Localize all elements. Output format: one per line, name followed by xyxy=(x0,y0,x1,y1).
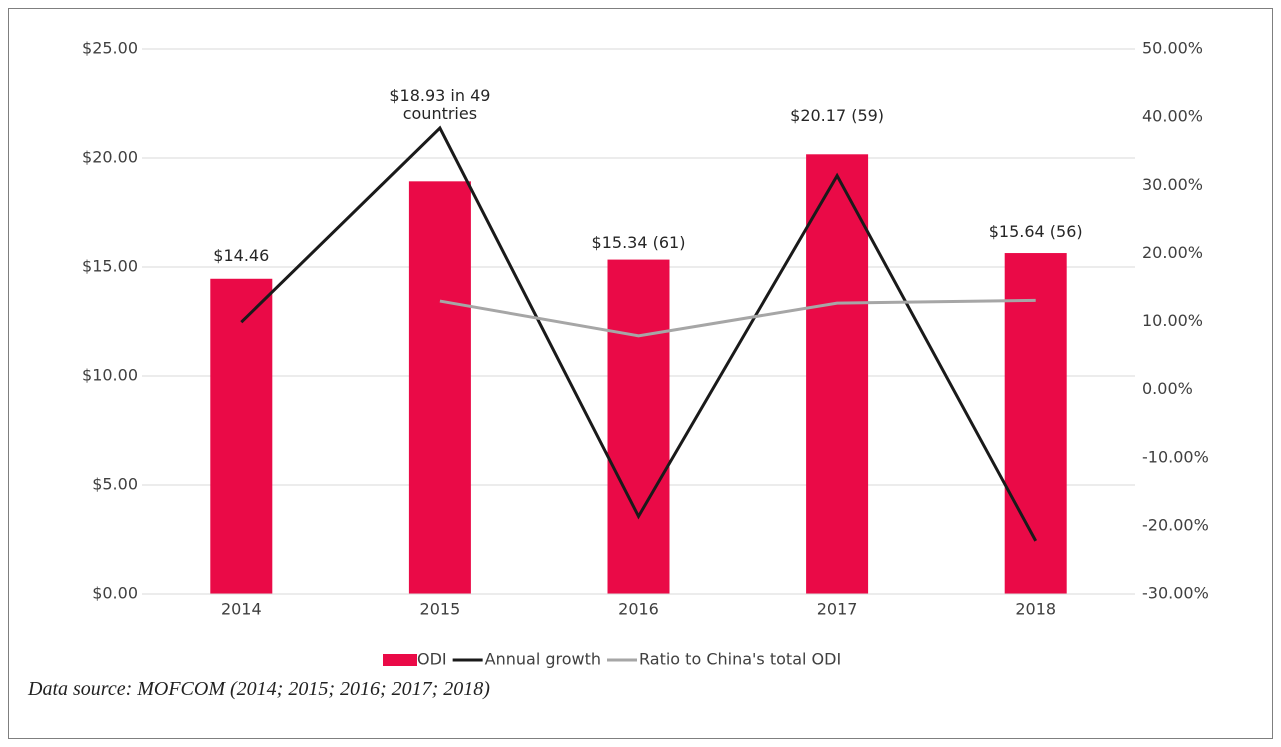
bar xyxy=(806,154,869,594)
y2-tick-label: -20.00% xyxy=(1142,515,1209,534)
y-tick-label: $15.00 xyxy=(82,257,138,276)
data-label: $18.93 in 49 countries xyxy=(389,86,491,123)
x-tick-label: 2015 xyxy=(420,600,461,619)
y2-tick-label: 40.00% xyxy=(1142,107,1203,126)
x-tick-label: 2017 xyxy=(817,600,858,619)
y-tick-label: $5.00 xyxy=(92,475,138,494)
y-tick-label: $25.00 xyxy=(82,39,138,58)
frame xyxy=(8,8,1273,739)
y2-tick-label: 10.00% xyxy=(1142,311,1203,330)
bar xyxy=(210,278,273,594)
x-tick-label: 2014 xyxy=(221,600,262,619)
bar xyxy=(1004,253,1067,594)
data-label: $14.46 xyxy=(213,246,270,265)
data-label: $15.64 (56) xyxy=(988,222,1083,241)
x-tick-label: 2018 xyxy=(1015,600,1056,619)
legend-label: Annual growth xyxy=(485,650,601,669)
y2-tick-label: -10.00% xyxy=(1142,447,1209,466)
legend-label: ODI xyxy=(417,650,447,669)
data-label: $20.17 (59) xyxy=(790,106,885,125)
source-note: Data source: MOFCOM (2014; 2015; 2016; 2… xyxy=(28,678,490,700)
y-tick-label: $20.00 xyxy=(82,148,138,167)
data-label: $15.34 (61) xyxy=(591,233,686,252)
line-series xyxy=(439,298,1036,338)
bar xyxy=(408,181,471,595)
y2-tick-label: 20.00% xyxy=(1142,243,1203,262)
line-series xyxy=(240,125,1038,542)
legend-label: Ratio to China's total ODI xyxy=(639,650,841,669)
x-tick-label: 2016 xyxy=(618,600,659,619)
bar xyxy=(607,259,670,594)
legend-swatch xyxy=(383,654,417,666)
y-tick-label: $0.00 xyxy=(92,584,138,603)
y2-tick-label: 30.00% xyxy=(1142,175,1203,194)
y2-tick-label: 0.00% xyxy=(1142,379,1193,398)
y-tick-label: $10.00 xyxy=(82,366,138,385)
y2-tick-label: 50.00% xyxy=(1142,39,1203,58)
y2-tick-label: -30.00% xyxy=(1142,584,1209,603)
